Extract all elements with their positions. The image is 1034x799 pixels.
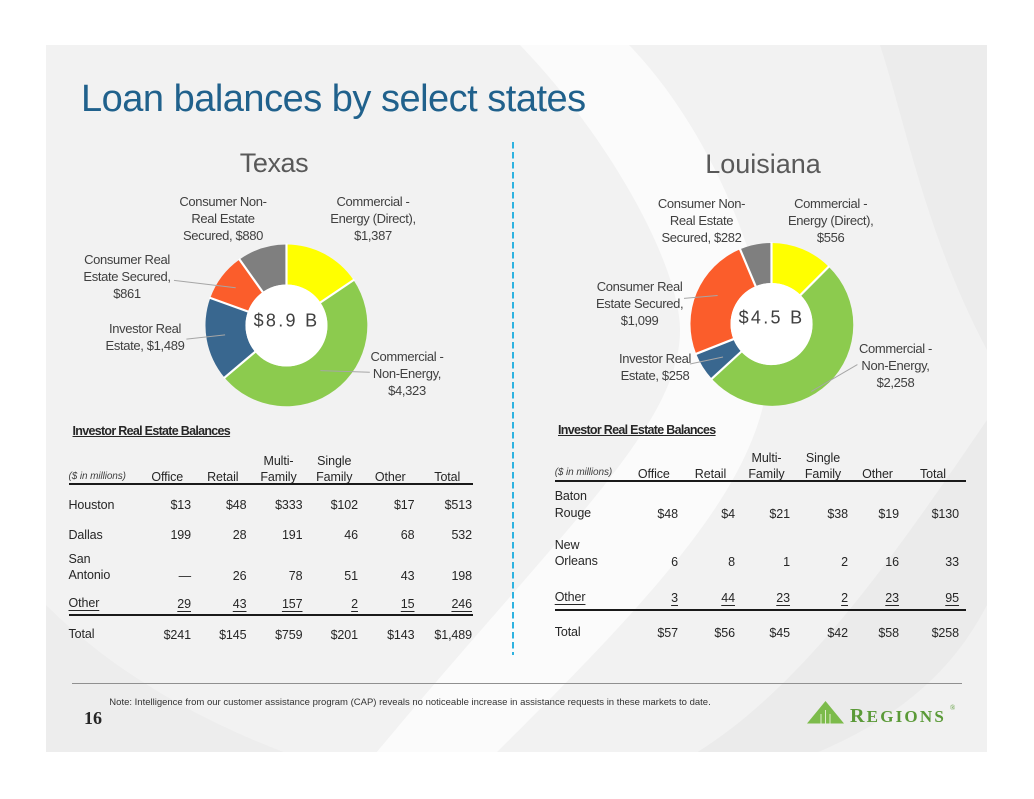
svg-text:REGIONS: REGIONS xyxy=(850,705,946,727)
svg-text:®: ® xyxy=(950,704,956,712)
